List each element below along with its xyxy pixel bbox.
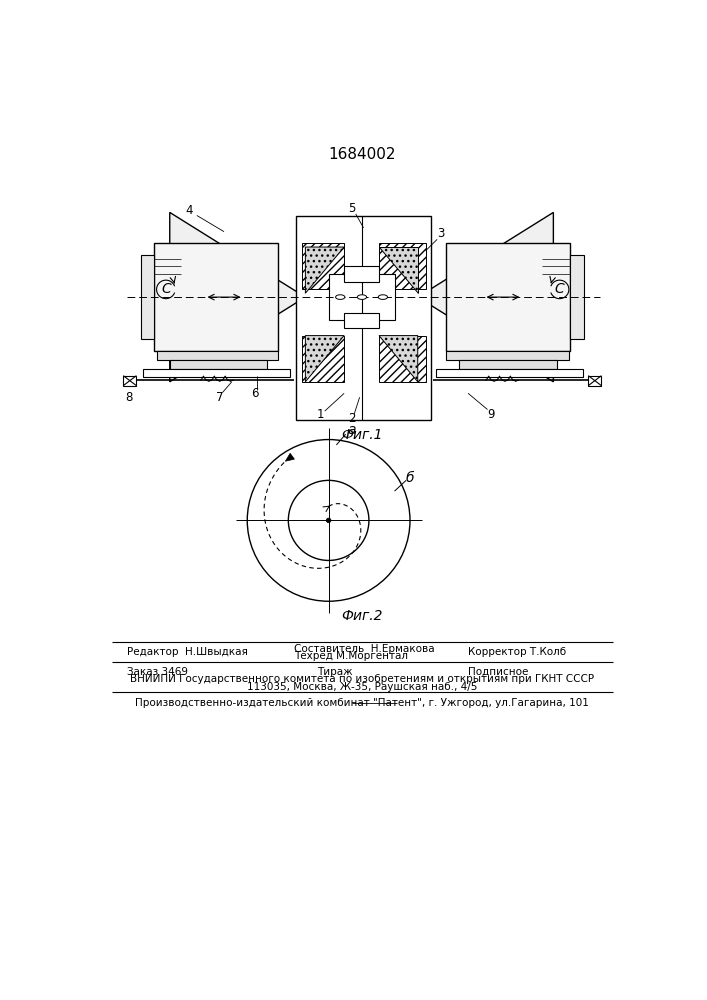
Text: Составитель  Н.Ермакова: Составитель Н.Ермакова: [293, 644, 434, 654]
Polygon shape: [344, 266, 379, 282]
Text: а: а: [348, 423, 356, 437]
Text: C: C: [161, 282, 171, 296]
Text: Заказ 3469: Заказ 3469: [127, 667, 188, 677]
Polygon shape: [141, 255, 154, 339]
Polygon shape: [156, 351, 279, 360]
Text: 2: 2: [348, 412, 356, 425]
Polygon shape: [379, 243, 426, 289]
Polygon shape: [301, 243, 344, 289]
Text: ВНИИПИ Государственного комитета по изобретениям и открытиям при ГКНТ СССР: ВНИИПИ Государственного комитета по изоб…: [130, 674, 594, 684]
Text: 9: 9: [488, 408, 495, 421]
Text: 5: 5: [348, 202, 356, 215]
Polygon shape: [571, 255, 583, 339]
Polygon shape: [123, 376, 136, 386]
Ellipse shape: [378, 295, 387, 299]
Polygon shape: [344, 312, 379, 328]
Polygon shape: [329, 274, 395, 320]
Text: C: C: [555, 282, 564, 296]
Text: Корректор Т.Колб: Корректор Т.Колб: [468, 647, 566, 657]
Polygon shape: [446, 243, 571, 351]
Text: Производственно-издательский комбинат "Патент", г. Ужгород, ул.Гагарина, 101: Производственно-издательский комбинат "П…: [135, 698, 589, 708]
Text: 7: 7: [216, 391, 224, 404]
Text: 8: 8: [125, 391, 132, 404]
Text: 3: 3: [438, 227, 445, 240]
Polygon shape: [459, 360, 557, 369]
Text: Подписное: Подписное: [468, 667, 529, 677]
Text: Редактор  Н.Швыдкая: Редактор Н.Швыдкая: [127, 647, 248, 657]
Polygon shape: [170, 360, 267, 369]
Polygon shape: [154, 243, 279, 351]
Polygon shape: [418, 212, 554, 382]
Text: Фиг.2: Фиг.2: [341, 609, 382, 623]
Polygon shape: [301, 336, 344, 382]
Ellipse shape: [357, 295, 367, 299]
Text: 4: 4: [185, 204, 193, 217]
Polygon shape: [143, 369, 290, 377]
Circle shape: [288, 480, 369, 560]
Text: 6: 6: [251, 387, 259, 400]
Polygon shape: [436, 369, 583, 377]
Circle shape: [327, 518, 331, 523]
Polygon shape: [170, 212, 305, 382]
Polygon shape: [379, 247, 418, 293]
Text: 1684002: 1684002: [328, 147, 396, 162]
Polygon shape: [379, 336, 418, 382]
Text: 1: 1: [317, 408, 325, 421]
Text: б: б: [406, 471, 414, 485]
Circle shape: [247, 440, 410, 601]
Polygon shape: [588, 376, 602, 386]
Ellipse shape: [336, 295, 345, 299]
Text: 113035, Москва, Ж-35, Раушская наб., 4/5: 113035, Москва, Ж-35, Раушская наб., 4/5: [247, 682, 477, 692]
Polygon shape: [286, 453, 294, 461]
Text: Тираж: Тираж: [317, 667, 353, 677]
Polygon shape: [305, 247, 344, 293]
Text: Техред М.Моргентал: Техред М.Моргентал: [293, 651, 408, 661]
Polygon shape: [446, 351, 569, 360]
Polygon shape: [379, 336, 426, 382]
Text: Фиг.1: Фиг.1: [341, 428, 382, 442]
Polygon shape: [296, 216, 431, 420]
Polygon shape: [305, 336, 344, 382]
